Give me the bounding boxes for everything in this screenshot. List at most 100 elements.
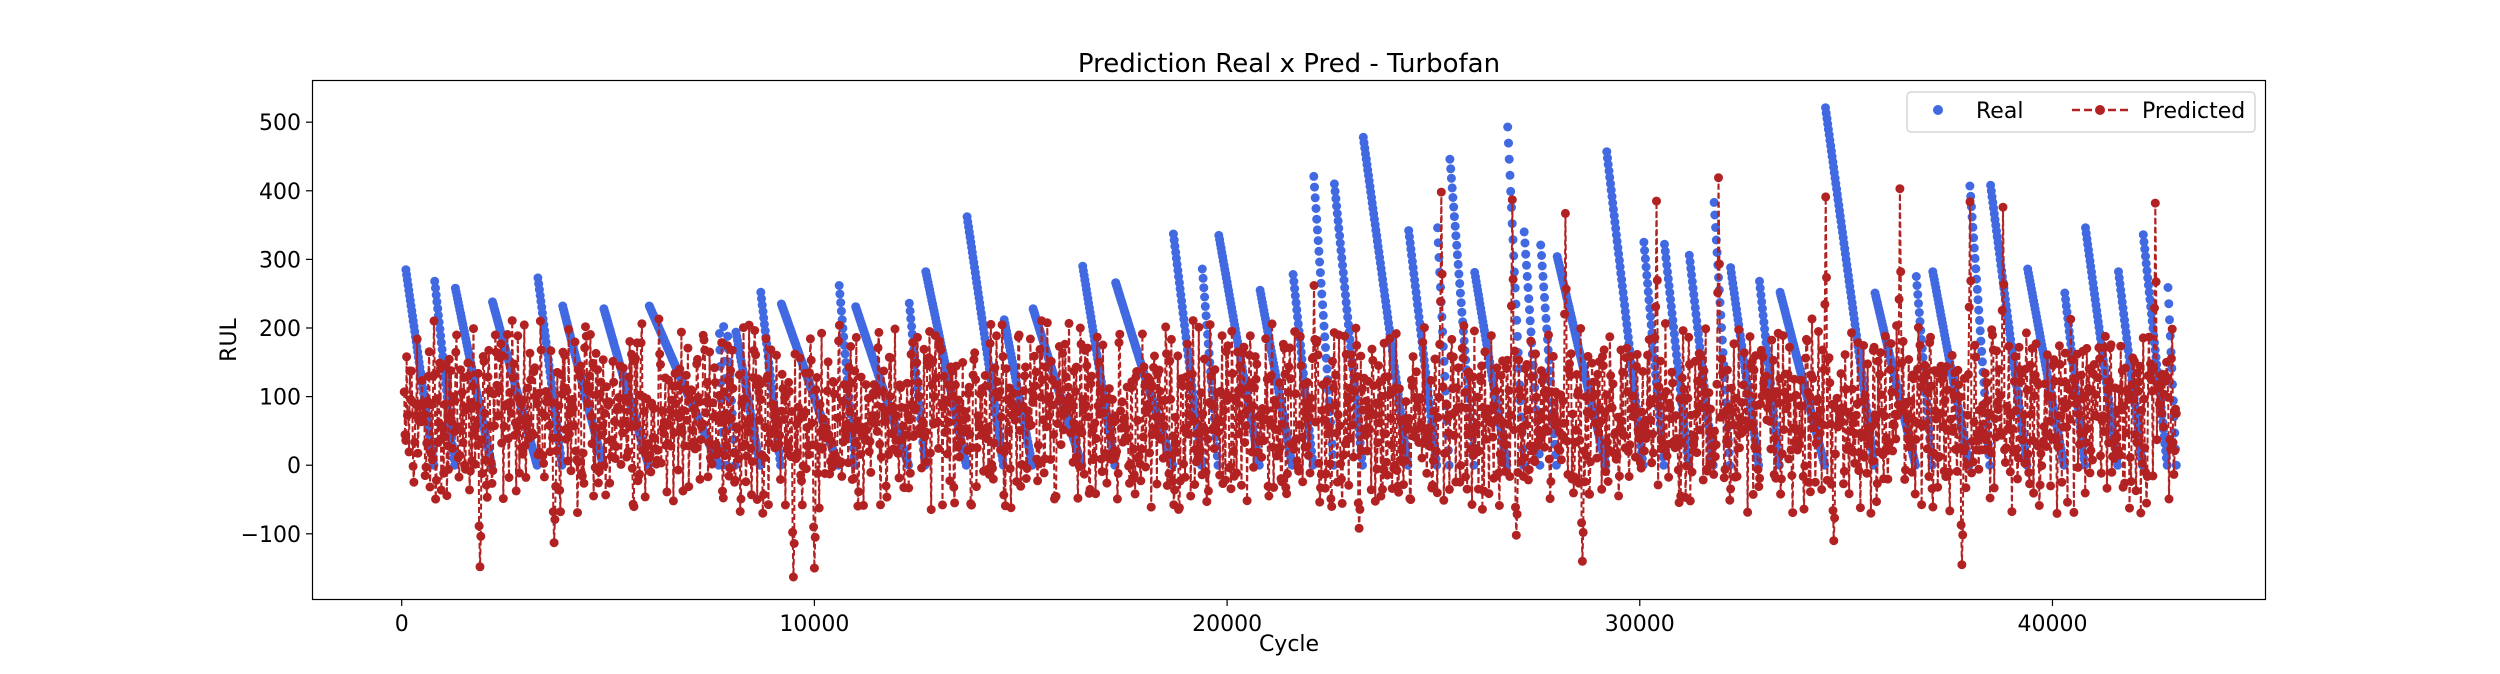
predicted-point [2045,416,2055,426]
predicted-point [1526,336,1536,346]
predicted-point [1228,369,1238,379]
real-point [1643,287,1653,297]
real-point [1914,299,1923,308]
predicted-point [444,464,453,474]
real-point [1198,273,1208,283]
real-point [433,304,443,314]
predicted-point [446,366,456,376]
predicted-point [691,442,701,452]
real-point [1318,310,1328,320]
predicted-point [1986,448,1996,458]
predicted-point [1819,365,1829,375]
predicted-point [1439,495,1449,505]
predicted-point [1684,332,1694,342]
predicted-point [474,521,484,531]
predicted-point [675,364,685,374]
predicted-point [1560,309,1570,319]
predicted-point [1622,343,1632,353]
predicted-point [505,388,515,397]
predicted-point [2005,467,2015,477]
predicted-point [846,342,856,351]
predicted-point [1139,362,1149,372]
predicted-point [1875,370,1885,379]
predicted-point [1499,432,1509,442]
predicted-point [1953,365,1963,375]
predicted-point [1165,356,1175,366]
predicted-point [1104,384,1114,394]
predicted-point [1155,386,1165,396]
predicted-point [442,491,452,501]
predicted-point [1033,440,1043,450]
predicted-point [1944,467,1954,477]
predicted-point [1785,342,1794,352]
predicted-point [1399,480,1408,490]
predicted-point [1639,446,1649,456]
predicted-point [1198,409,1208,419]
predicted-point [1776,474,1786,484]
predicted-point [419,409,429,419]
predicted-point [1706,404,1715,414]
predicted-point [614,403,624,413]
predicted-point [1447,334,1457,344]
predicted-point [1275,443,1285,453]
real-point [1309,171,1319,181]
predicted-point [2066,314,2076,324]
predicted-point [843,458,853,468]
predicted-point [998,352,1008,361]
predicted-point [2140,443,2150,453]
predicted-point [1768,355,1778,365]
predicted-point [477,469,487,478]
predicted-point [1467,500,1477,509]
predicted-point [2052,508,2062,518]
predicted-point [578,448,588,458]
predicted-point [1501,440,1511,449]
predicted-point [499,421,509,431]
predicted-point [2088,455,2097,465]
predicted-point [1005,464,1015,474]
predicted-point [1205,320,1215,330]
predicted-point [1486,331,1496,341]
predicted-point [2004,341,2014,351]
predicted-point [1196,388,1206,398]
predicted-point [930,392,939,402]
predicted-point [1378,484,1387,494]
predicted-point [788,527,798,537]
predicted-point [1237,480,1246,490]
predicted-point [2135,361,2145,371]
real-point [1642,270,1652,280]
predicted-point [2125,452,2135,462]
predicted-point [1266,371,1276,381]
predicted-point [1067,401,1077,411]
predicted-point [1577,518,1587,528]
predicted-point [401,436,411,445]
predicted-point [676,327,686,337]
predicted-point [1125,459,1135,469]
predicted-point [956,437,966,446]
predicted-point [1473,392,1483,402]
predicted-point [1514,355,1524,365]
predicted-point [1314,458,1324,468]
predicted-point [854,487,864,497]
predicted-point [1781,404,1791,414]
predicted-point [1186,491,1196,501]
predicted-point [741,477,751,487]
predicted-point [1727,406,1737,416]
predicted-point [1330,400,1340,410]
predicted-point [454,472,464,482]
real-point [1448,193,1458,202]
legend-real-label: Real [1976,99,2023,124]
predicted-point [725,463,735,473]
predicted-point [1264,491,1274,501]
predicted-point [1735,443,1744,453]
predicted-point [1312,336,1322,345]
predicted-point [807,418,817,428]
predicted-point [425,482,435,492]
predicted-point [1025,334,1035,344]
predicted-point [1770,433,1780,443]
real-point [1200,301,1210,311]
predicted-point [1602,437,1612,447]
predicted-point [631,421,641,430]
predicted-point [882,492,892,502]
predicted-point [1457,343,1467,353]
predicted-point [1739,380,1748,390]
